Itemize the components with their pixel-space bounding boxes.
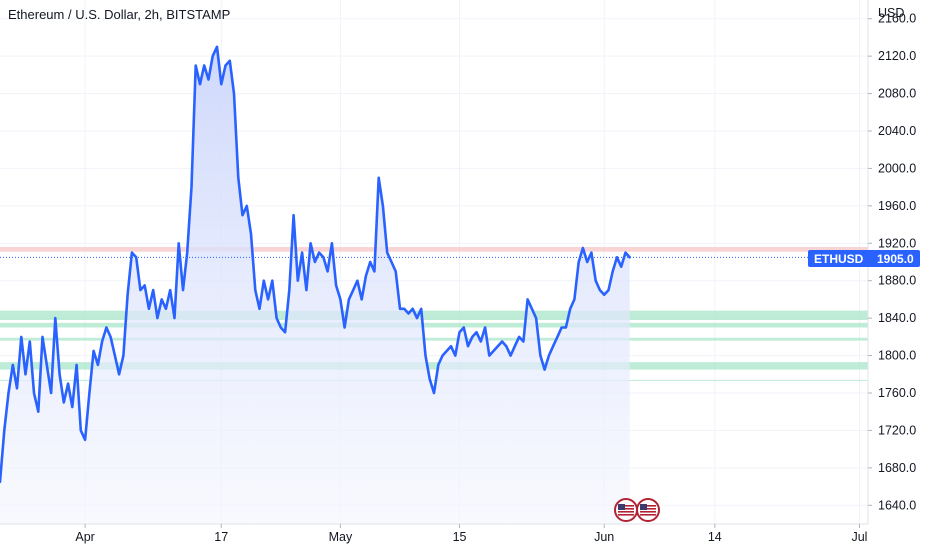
price-tick-label: 1720.0	[878, 423, 916, 437]
price-tick-label: 1640.0	[878, 498, 916, 512]
price-tick-label: 2160.0	[878, 12, 916, 26]
price-tag: ETHUSD 1905.0	[808, 250, 920, 267]
time-tick-label: 17	[214, 530, 228, 544]
support-zone	[0, 362, 868, 370]
price-area-fill	[0, 46, 630, 524]
support-zone	[0, 310, 868, 321]
price-tag-background	[808, 250, 920, 267]
time-tick-label: Jun	[594, 530, 614, 544]
support-zone	[0, 379, 868, 381]
price-tick-label: 2040.0	[878, 124, 916, 138]
currency-label: USD	[878, 6, 904, 20]
price-axis[interactable]: 2160.0 2120.0 2080.0 2040.0 2000.0 1960.0 1920…	[868, 12, 916, 513]
resistance-zone	[0, 247, 868, 252]
price-tag-symbol: ETHUSD	[814, 252, 864, 266]
support-zone	[0, 322, 868, 328]
price-tick-label: 1920.0	[878, 236, 916, 250]
time-tick-label: Jul	[851, 530, 867, 544]
time-tick-label: Apr	[75, 530, 94, 544]
support-zone	[0, 337, 868, 341]
price-tick-label: 1960.0	[878, 199, 916, 213]
tradingview-flag-logo[interactable]	[614, 498, 660, 522]
price-tick-label: 1680.0	[878, 461, 916, 475]
chart-title: Ethereum / U.S. Dollar, 2h, BITSTAMP	[8, 7, 230, 22]
price-line	[0, 45, 631, 484]
price-tick-label: 1880.0	[878, 274, 916, 288]
price-tick-label: 2080.0	[878, 87, 916, 101]
price-tick-label: 1760.0	[878, 386, 916, 400]
time-axis[interactable]: Apr 17 May 15 Jun 14 Jul	[75, 524, 867, 544]
time-tick-label: 15	[453, 530, 467, 544]
price-tick-label: 2120.0	[878, 49, 916, 63]
time-tick-label: May	[329, 530, 353, 544]
price-tick-label: 1840.0	[878, 311, 916, 325]
price-tag-value: 1905.0	[877, 252, 914, 266]
price-tick-label: 1800.0	[878, 349, 916, 363]
price-series	[0, 45, 631, 524]
price-tick-label: 2000.0	[878, 161, 916, 175]
time-tick-label: 14	[708, 530, 722, 544]
horizontal-zones	[0, 247, 868, 381]
